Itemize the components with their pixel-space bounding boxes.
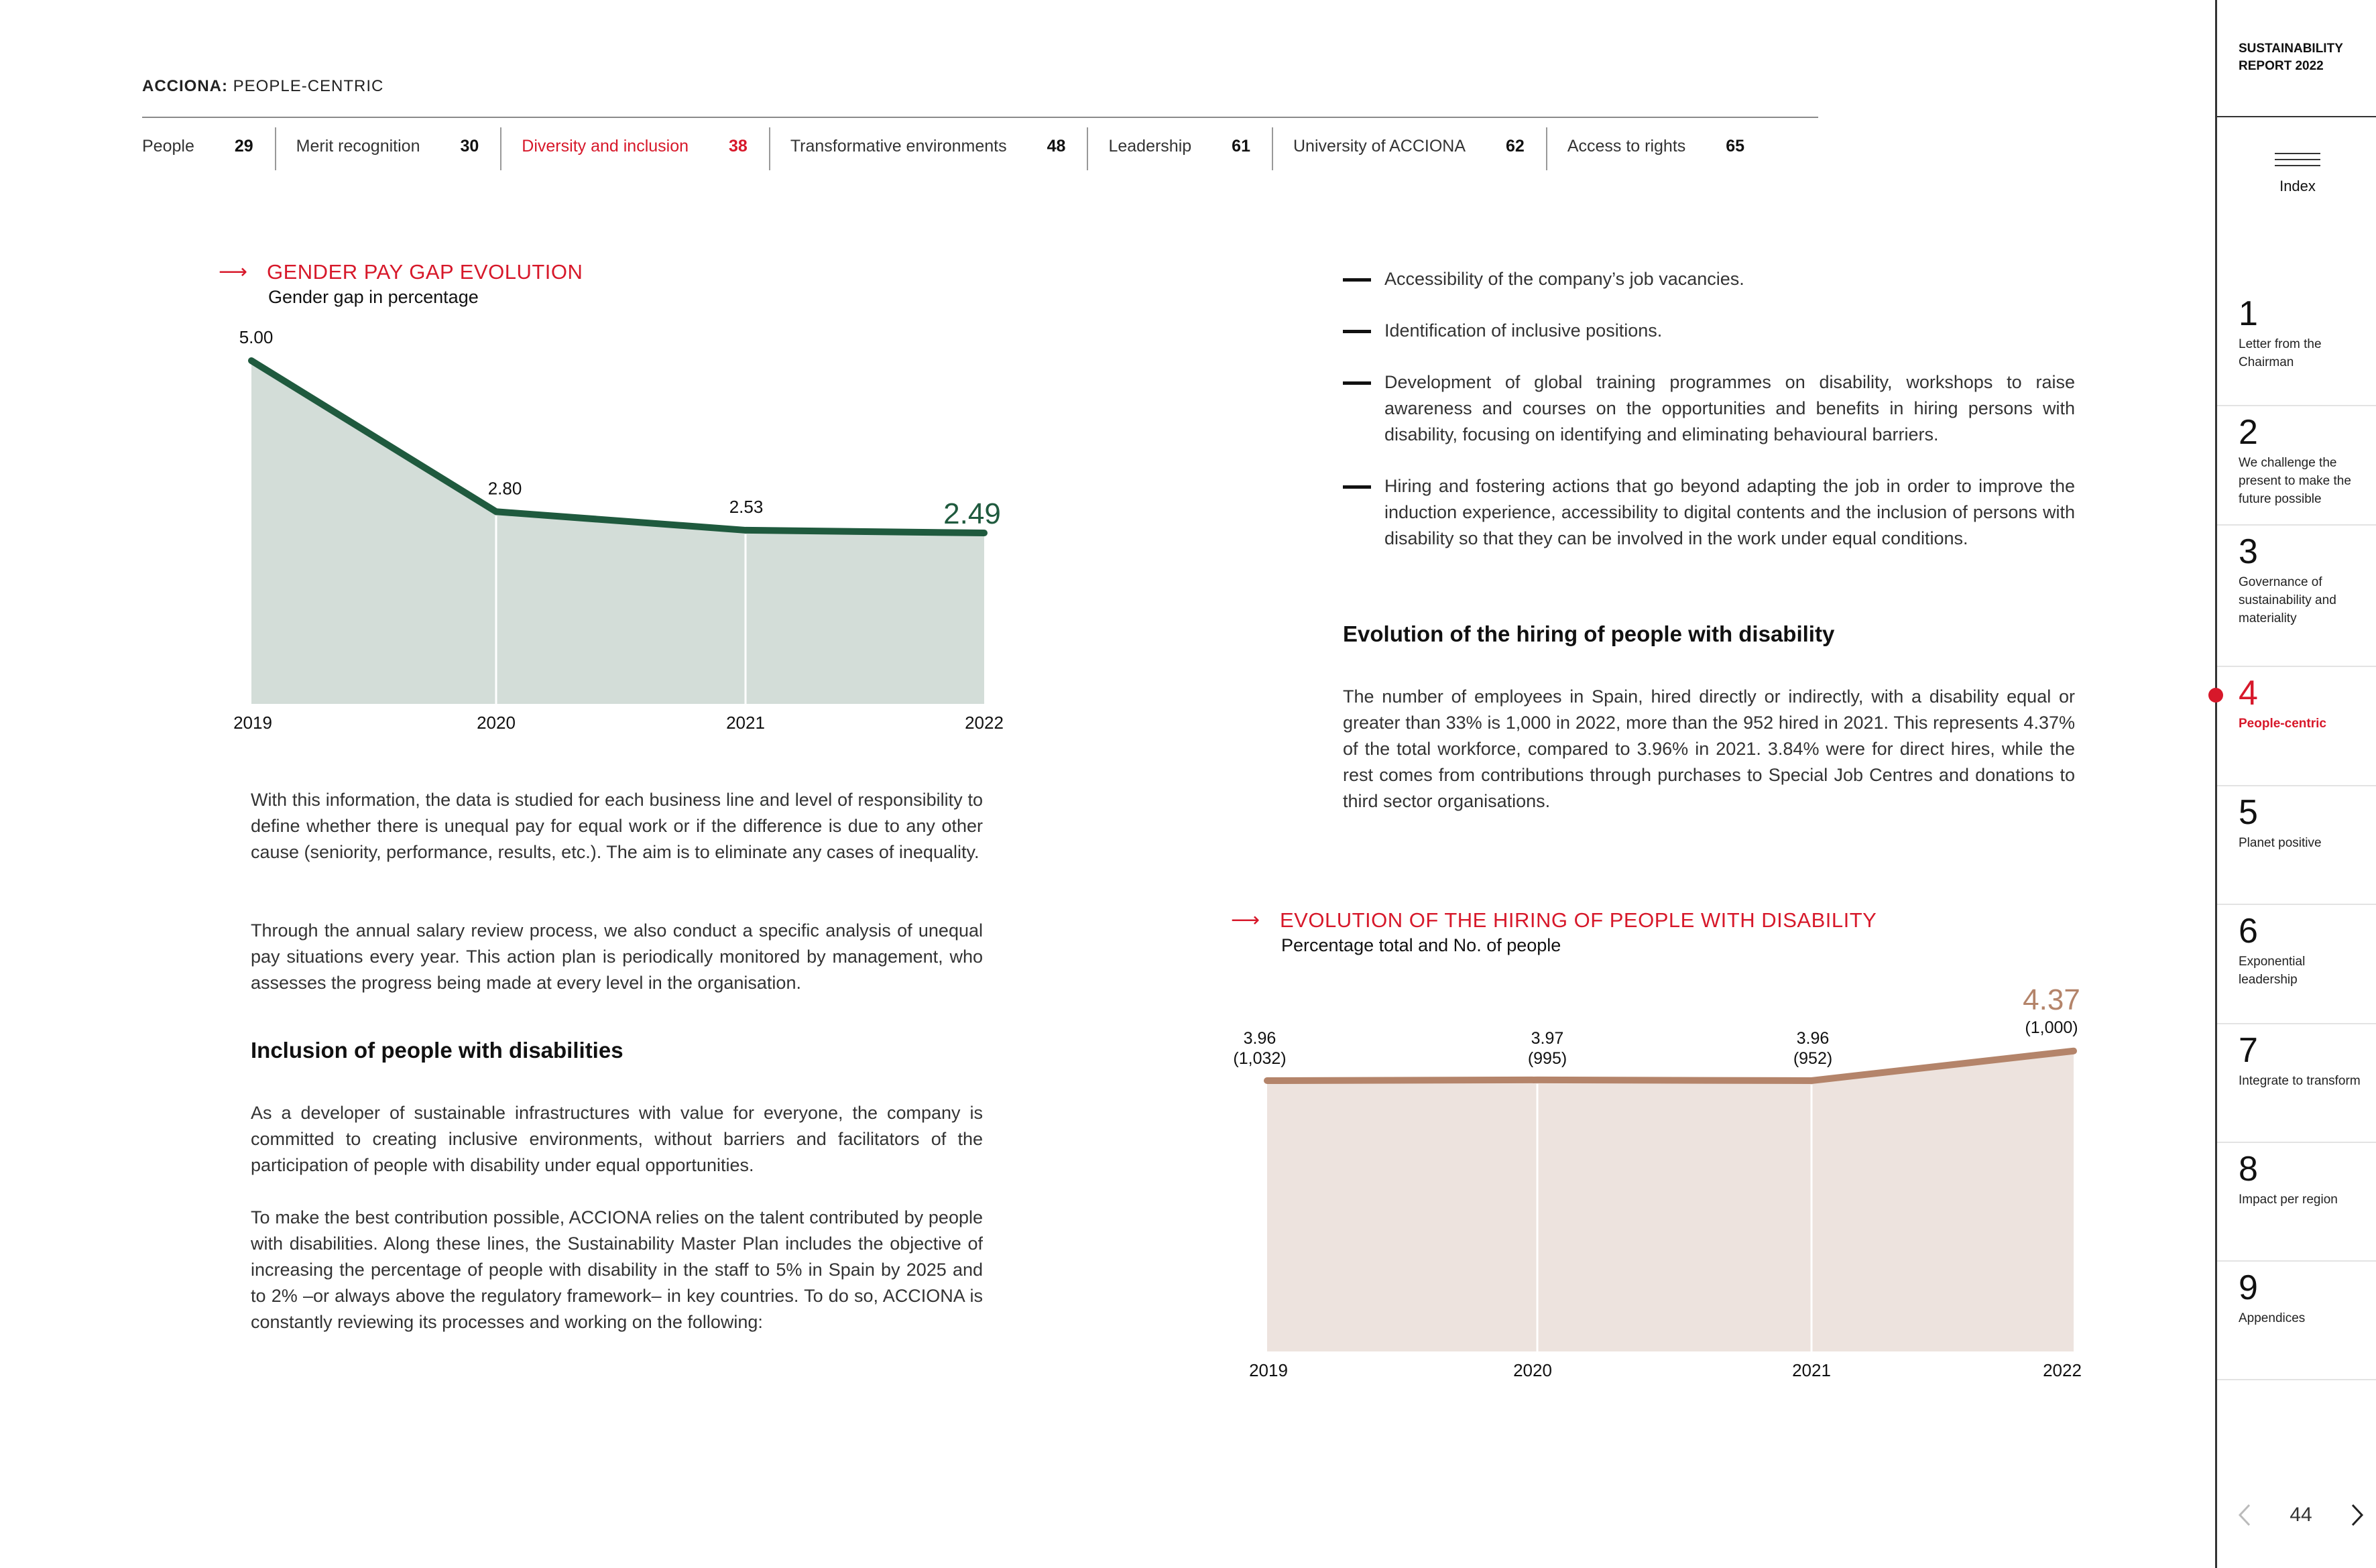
list-item: Hiring and fostering actions that go bey… [1343,473,2075,552]
chapter-2[interactable]: 2 We challenge the present to make the fu… [2239,413,2351,506]
chart2-people-label: (995) [1528,1049,1567,1068]
chart1-area [251,361,984,704]
chapter-6[interactable]: 6 Exponential leadership [2239,912,2306,987]
chart1-value-label: 5.00 [239,327,274,347]
chart2-value-label: 3.96 [1244,1029,1276,1048]
chart2-people-label: (1,000) [2025,1018,2078,1037]
tab-diversity-and-inclusion[interactable]: Diversity and inclusion 38 [522,127,770,170]
chapter-divider [2217,785,2376,786]
dash-icon [1343,381,1371,385]
menu-icon[interactable] [2275,153,2320,169]
active-chapter-dot [2208,688,2223,703]
chart1-x-tick: 2019 [233,713,272,733]
chart1-line [248,357,988,537]
list-item: Accessibility of the company’s job vacan… [1343,266,2075,292]
chart2-people-label: (1,032) [1233,1049,1286,1068]
chart1-value-label: 2.53 [729,497,764,517]
list-item: Identification of inclusive positions. [1343,318,2075,344]
tab-leadership[interactable]: Leadership 61 [1108,127,1273,170]
chapter-5[interactable]: 5 Planet positive [2239,793,2322,850]
tab-merit-recognition[interactable]: Merit recognition 30 [296,127,502,170]
chart1-value-label: 2.49 [943,497,1001,530]
chart2-value-label: 4.37 [2023,983,2080,1016]
index-link[interactable]: Index [2279,178,2316,194]
chapter-3[interactable]: 3 Governance of sustainability and materi… [2239,532,2336,625]
chart1-x-tick: 2022 [965,713,1004,733]
chart2-subtitle: Percentage total and No. of people [1281,935,1561,955]
dash-icon [1343,278,1371,282]
chart2-x-tick: 2021 [1792,1360,1831,1380]
chapter-divider [2217,1023,2376,1024]
heading-hiring-evolution: Evolution of the hiring of people with d… [1343,621,1835,646]
chart2-value-label: 3.97 [1531,1029,1564,1048]
paragraph-inclusive-environments: As a developer of sustainable infrastruc… [251,1103,983,1175]
list-item: Development of global training programme… [1343,369,2075,448]
chapter-divider [2217,524,2376,526]
chart2-x-tick: 2020 [1513,1360,1552,1380]
section-breadcrumb: ACCIONA: PEOPLE-CENTRIC [142,77,384,95]
chart2-area [1267,1050,2074,1351]
chart2-line [1264,1047,2077,1084]
chart2-value-label: 3.96 [1797,1029,1830,1048]
tab-people[interactable]: People 29 [142,127,276,170]
chapter-divider [2217,405,2376,406]
chevron-right-icon[interactable] [2350,1503,2365,1527]
chapter-divider [2217,1379,2376,1380]
tab-transformative-environments[interactable]: Transformative environments 48 [790,127,1089,170]
paragraph-pay-analysis: With this information, the data is studi… [251,790,983,862]
sidebar-divider [2217,116,2376,117]
chart1-subtitle: Gender gap in percentage [268,287,479,307]
chart2-x-tick: 2019 [1249,1360,1288,1380]
chapter-7[interactable]: 7 Integrate to transform [2239,1031,2361,1088]
heading-inclusion-disabilities: Inclusion of people with disabilities [251,1038,623,1063]
chart1-title: GENDER PAY GAP EVOLUTION [267,260,583,284]
paragraph-hiring-figures: The number of employees in Spain, hired … [1343,686,2075,811]
chart1-x-tick: 2020 [477,713,516,733]
paragraph-salary-review: Through the annual salary review process… [251,920,983,993]
chapter-8[interactable]: 8 Impact per region [2239,1150,2338,1207]
sidebar: SUSTAINABILITY REPORT 2022 Index 1 Letter… [2208,0,2376,1568]
page-number: 44 [2290,1504,2312,1526]
dash-icon [1343,485,1371,489]
chart2-title: EVOLUTION OF THE HIRING OF PEOPLE WITH D… [1280,908,1877,932]
section-tabs: People 29 Merit recognition 30 Diversity a… [142,127,1786,181]
arrow-right-icon: ⟶ [1231,909,1260,931]
chapter-divider [2217,1142,2376,1143]
chapter-9[interactable]: 9 Appendices [2239,1268,2306,1325]
chapter-divider [2217,1260,2376,1262]
chapter-divider [2217,666,2376,667]
chevron-left-icon[interactable] [2237,1503,2252,1527]
header-divider [142,117,1818,118]
chapter-4[interactable]: 4 People-centric [2239,674,2326,731]
arrow-right-icon: ⟶ [219,261,248,283]
pagination: 44 [2237,1503,2365,1527]
paragraph-master-plan: To make the best contribution possible, … [251,1207,983,1332]
report-title: SUSTAINABILITY REPORT 2022 [2239,42,2343,73]
tab-university-of-acciona[interactable]: University of ACCIONA 62 [1293,127,1547,170]
chart1-x-tick: 2021 [726,713,765,733]
tab-access-to-rights[interactable]: Access to rights 65 [1567,137,1745,156]
dash-icon [1343,330,1371,333]
actions-list: Accessibility of the company’s job vacan… [1343,266,2075,577]
disability-hiring-chart: 3.96(1,032)20193.97(995)20203.96(952)202… [1233,983,2082,1380]
chapter-1[interactable]: 1 Letter from the Chairman [2239,294,2322,369]
gender-pay-gap-chart: 5.00 2019 2.80 2020 2.53 2021 2.49 2022 [233,327,1004,733]
chart1-value-label: 2.80 [488,478,522,498]
chart2-x-tick: 2022 [2043,1360,2082,1380]
chapter-divider [2217,904,2376,905]
chart2-people-label: (952) [1793,1049,1832,1068]
